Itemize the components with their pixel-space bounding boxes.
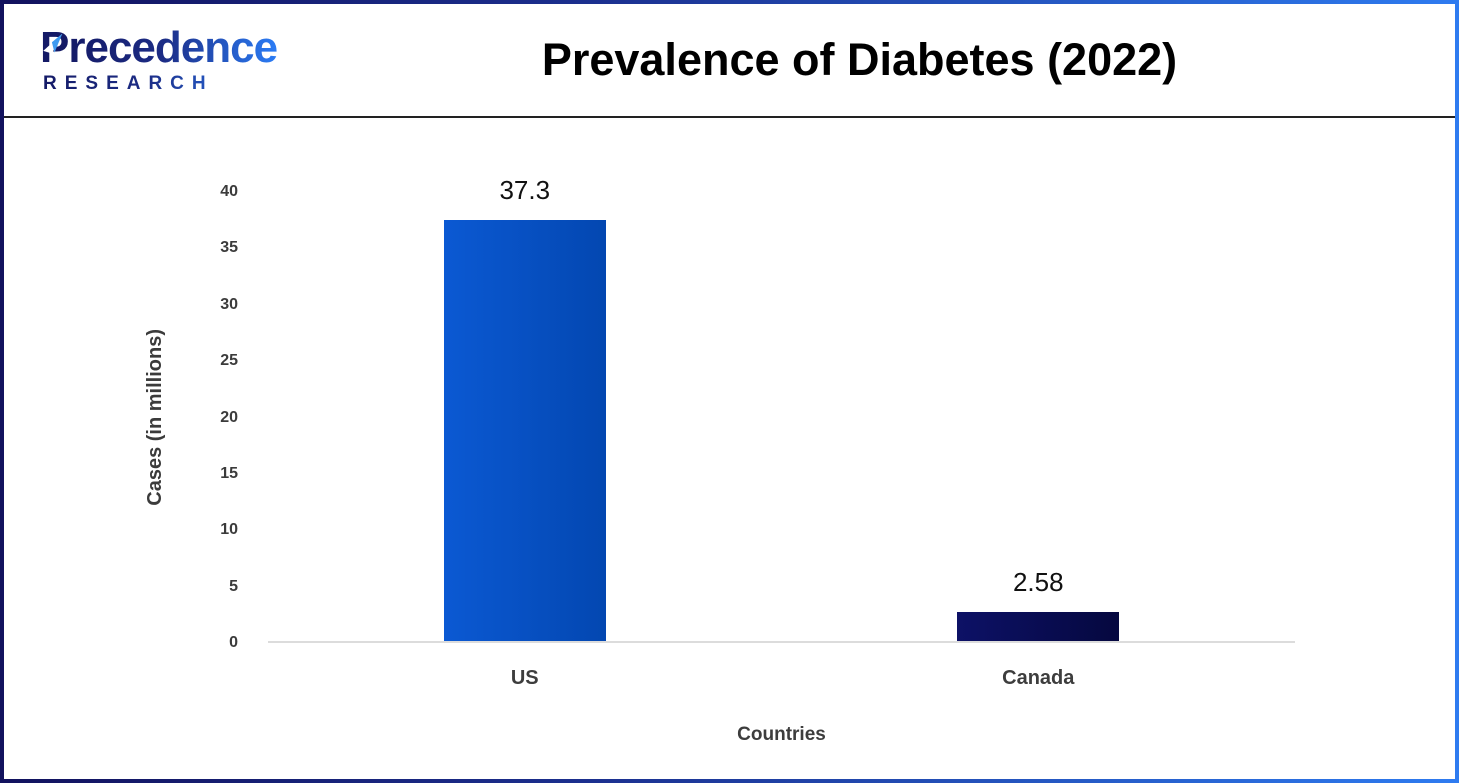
y-tick-15: 15	[220, 464, 238, 482]
y-axis-ticks: 0 5 10 15 20 25 30 35 40	[4, 120, 238, 779]
header: Precedence RESEARCH Prevalence of Diabet…	[4, 4, 1455, 118]
paper-plane-icon	[43, 33, 63, 54]
y-tick-0: 0	[229, 634, 238, 651]
brand-name-rest: recedence	[68, 22, 278, 72]
x-axis-label: Countries	[737, 724, 826, 745]
bar-value-label-canada: 2.58	[1012, 566, 1064, 597]
logo-p-glyph: P	[40, 25, 69, 70]
page-title: Prevalence of Diabetes (2022)	[541, 34, 1178, 85]
y-tick-40: 40	[220, 183, 238, 200]
bar-us	[443, 220, 606, 641]
bar-value-label-us: 37.3	[499, 175, 551, 206]
x-tick-canada: Canada	[1002, 667, 1075, 689]
brand-logo: Precedence RESEARCH	[4, 22, 278, 95]
bar-group-canada: 2.58 Canada	[957, 566, 1120, 689]
brand-subtitle: RESEARCH	[40, 73, 274, 95]
x-tick-us: US	[510, 667, 539, 689]
y-tick-10: 10	[220, 521, 238, 539]
bar-group-us: 37.3 US	[443, 175, 606, 689]
bar-canada	[957, 611, 1120, 641]
brand-name: Precedence	[40, 22, 278, 72]
y-tick-30: 30	[220, 295, 238, 313]
y-tick-5: 5	[229, 577, 238, 595]
y-tick-25: 25	[220, 352, 238, 370]
y-tick-20: 20	[220, 408, 238, 426]
y-tick-35: 35	[220, 239, 238, 257]
plot-area: 37.3 US 2.58 Canada	[268, 175, 1295, 689]
bar-chart: Cases (in millions) 0 5 10 15 20 25 30 35 40 37.…	[4, 120, 1455, 779]
